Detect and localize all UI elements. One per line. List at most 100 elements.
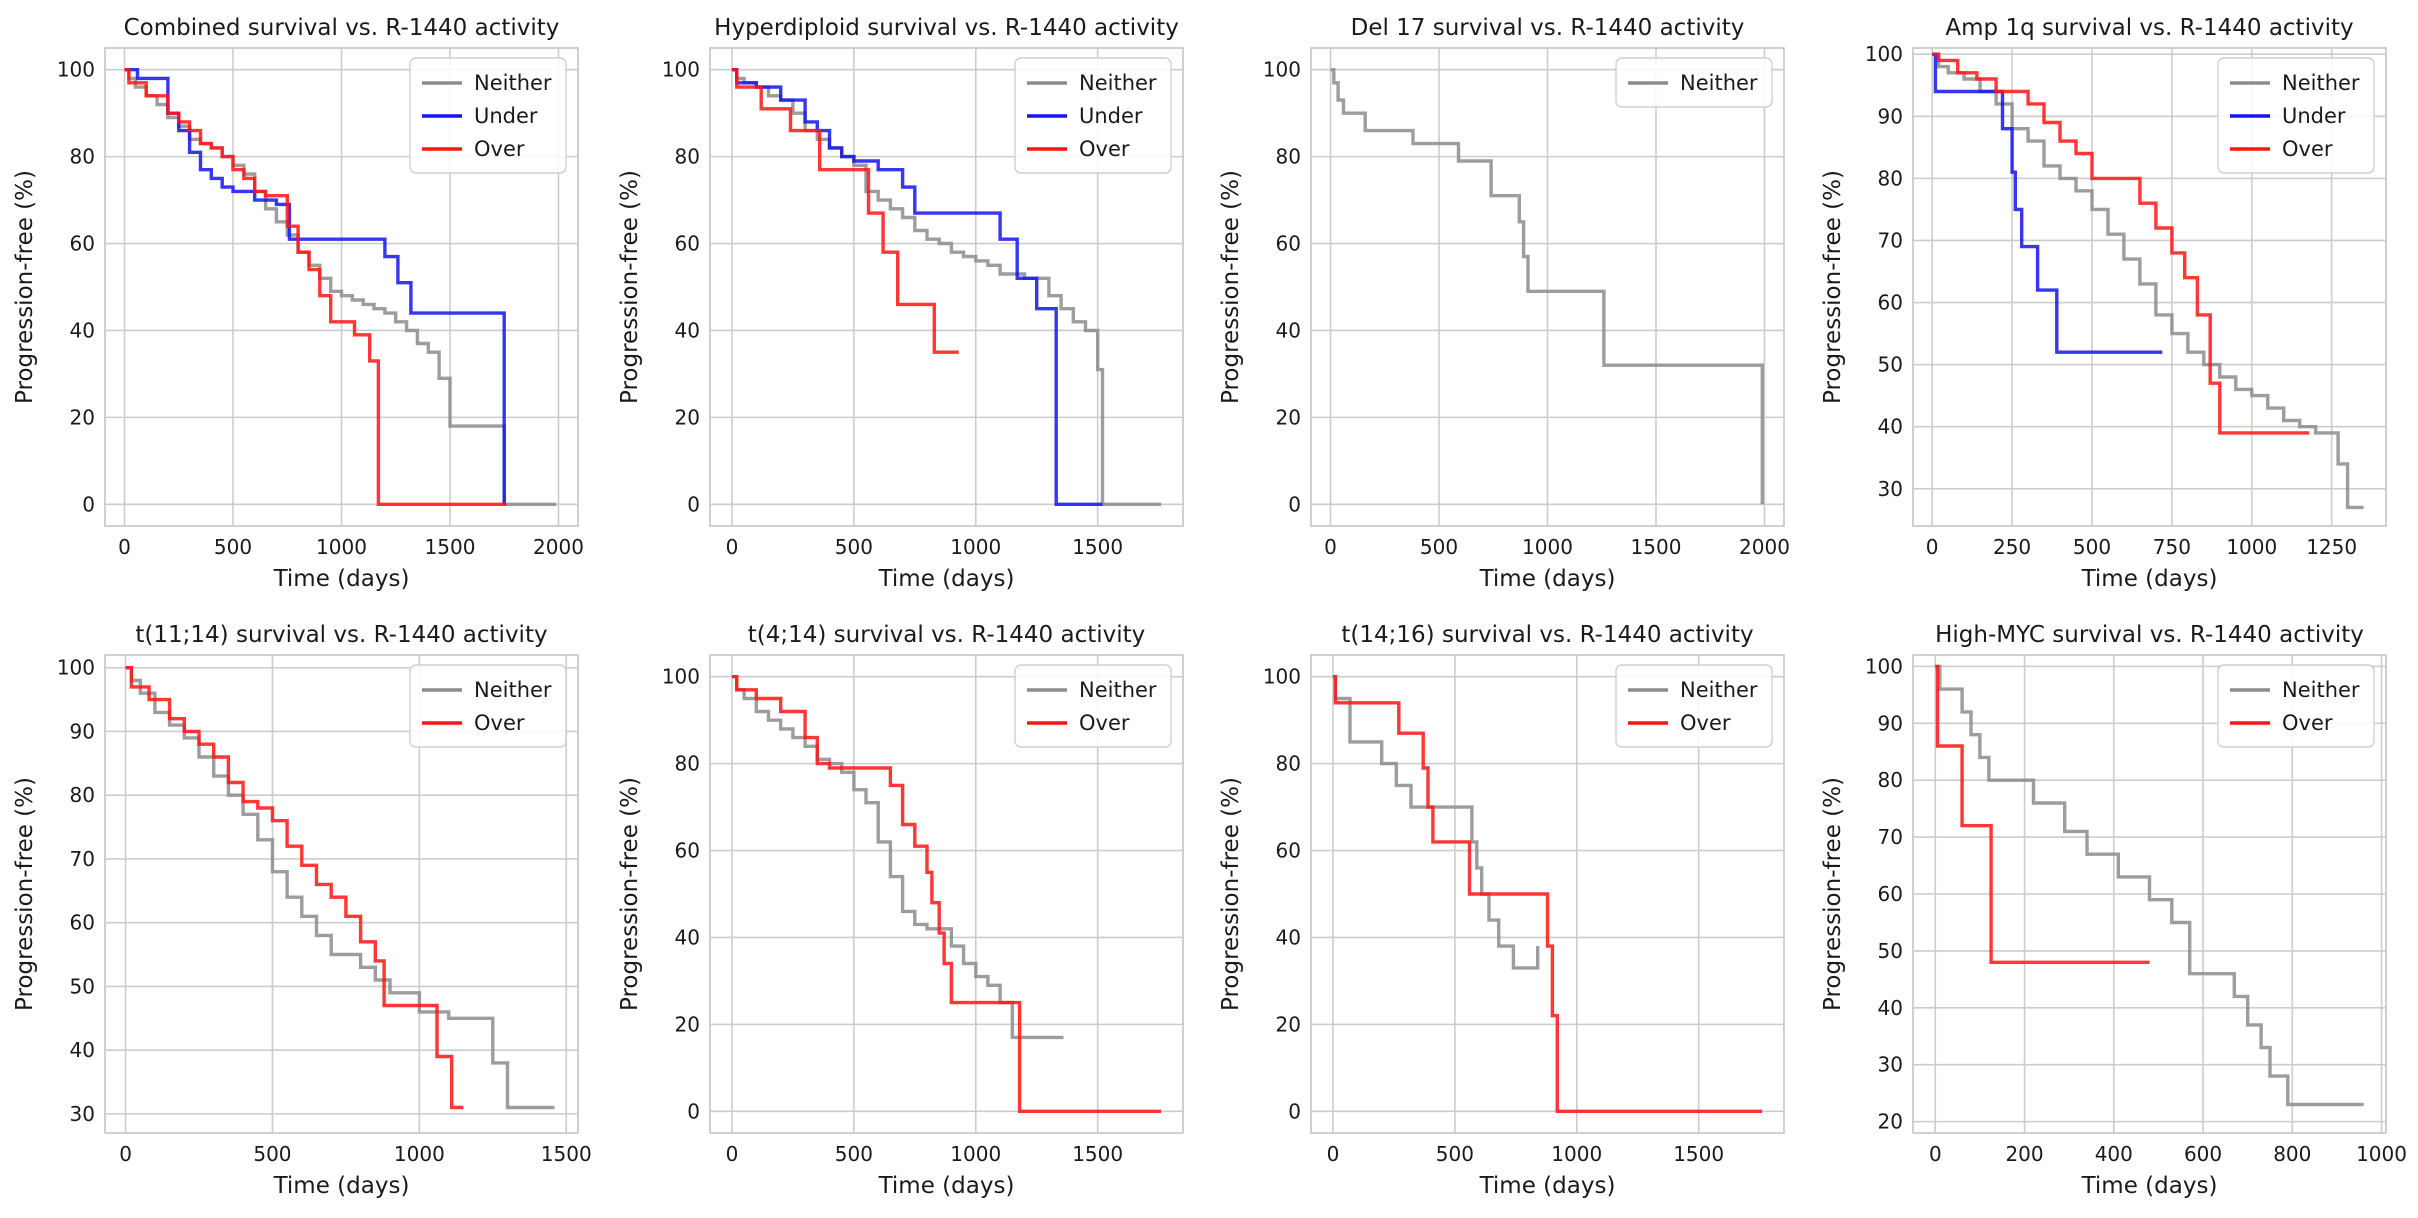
chart-title: Del 17 survival vs. R-1440 activity — [1351, 15, 1745, 41]
series-line-over — [1332, 675, 1763, 1113]
x-tick-label: 0 — [1327, 1142, 1340, 1166]
y-tick-label: 80 — [1276, 145, 1301, 169]
legend-label: Over — [1079, 137, 1130, 161]
y-tick-label: 50 — [70, 974, 95, 998]
legend: Neither Under Over — [409, 57, 567, 174]
chart-title: High-MYC survival vs. R-1440 activity — [1935, 622, 2364, 648]
x-axis-label: Time (days) — [2081, 566, 2218, 592]
series-line-neither — [1935, 664, 2364, 1107]
x-tick-label: 1000 — [1522, 535, 1573, 559]
legend-label: Over — [1079, 711, 1130, 735]
y-tick-label: 100 — [1263, 58, 1301, 82]
x-tick-label: 600 — [2184, 1142, 2222, 1166]
legend-frame — [1014, 664, 1172, 748]
series-line-over — [731, 68, 959, 354]
x-tick-label: 500 — [253, 1142, 291, 1166]
x-axis-label: Time (days) — [878, 566, 1015, 592]
x-tick-label: 2000 — [1739, 535, 1790, 559]
x-tick-label: 500 — [835, 1142, 873, 1166]
y-axis-label: Progression-free (%) — [1820, 777, 1846, 1011]
y-tick-label: 80 — [675, 145, 700, 169]
chart-title: Amp 1q survival vs. R-1440 activity — [1945, 15, 2353, 41]
y-tick-label: 100 — [57, 58, 95, 82]
x-tick-label: 500 — [1436, 1142, 1474, 1166]
legend: Neither Over — [2217, 664, 2375, 748]
y-tick-label: 100 — [662, 665, 700, 689]
x-axis-label: Time (days) — [878, 1173, 1015, 1199]
y-tick-label: 100 — [662, 58, 700, 82]
legend-frame — [1615, 664, 1773, 748]
y-tick-label: 60 — [70, 232, 95, 256]
y-tick-label: 20 — [675, 405, 700, 429]
series-line-under — [731, 68, 1103, 506]
x-tick-label: 400 — [2095, 1142, 2133, 1166]
legend: Neither Over — [1014, 664, 1172, 748]
x-axis-label: Time (days) — [2081, 1173, 2218, 1199]
y-tick-label: 0 — [1288, 492, 1301, 516]
y-tick-label: 70 — [1878, 825, 1903, 849]
y-tick-label: 20 — [1276, 1012, 1301, 1036]
y-tick-label: 60 — [70, 911, 95, 935]
y-axis-label: Progression-free (%) — [12, 170, 38, 404]
y-tick-label: 90 — [70, 719, 95, 743]
series-line-over — [731, 675, 1162, 1113]
legend-label: Neither — [2282, 678, 2360, 702]
legend-label: Neither — [1079, 71, 1157, 95]
x-tick-label: 1000 — [950, 1142, 1001, 1166]
y-tick-label: 40 — [1276, 925, 1301, 949]
legend-label: Over — [1680, 711, 1731, 735]
y-tick-label: 0 — [82, 492, 95, 516]
y-tick-label: 40 — [675, 318, 700, 342]
y-tick-label: 60 — [675, 232, 700, 256]
x-tick-label: 0 — [119, 1142, 132, 1166]
x-tick-label: 1000 — [2226, 535, 2277, 559]
legend-label: Neither — [1079, 678, 1157, 702]
legend-label: Under — [1079, 104, 1143, 128]
y-tick-label: 30 — [70, 1102, 95, 1126]
y-tick-label: 20 — [675, 1012, 700, 1036]
legend-label: Neither — [1680, 678, 1758, 702]
x-tick-label: 750 — [2153, 535, 2191, 559]
y-tick-label: 70 — [1878, 228, 1903, 252]
series-line-under — [1932, 52, 2163, 354]
legend-label: Under — [2282, 104, 2346, 128]
x-tick-label: 1500 — [1072, 535, 1123, 559]
series-line-neither — [125, 666, 555, 1110]
x-tick-label: 0 — [726, 535, 739, 559]
y-tick-label: 90 — [1878, 104, 1903, 128]
y-tick-label: 40 — [675, 925, 700, 949]
y-tick-label: 30 — [1878, 477, 1903, 501]
y-axis-label: Progression-free (%) — [1218, 170, 1244, 404]
y-axis-label: Progression-free (%) — [617, 170, 643, 404]
x-axis-label: Time (days) — [273, 566, 410, 592]
y-tick-label: 60 — [675, 839, 700, 863]
x-tick-label: 500 — [835, 535, 873, 559]
y-tick-label: 80 — [1878, 166, 1903, 190]
series-line-neither — [731, 675, 1064, 1040]
y-axis-label: Progression-free (%) — [1218, 777, 1244, 1011]
chart-title: t(14;16) survival vs. R-1440 activity — [1341, 622, 1753, 648]
y-tick-label: 0 — [687, 1099, 700, 1123]
legend-label: Over — [474, 711, 525, 735]
y-tick-label: 40 — [1878, 415, 1903, 439]
y-tick-label: 40 — [1276, 318, 1301, 342]
x-tick-label: 500 — [1420, 535, 1458, 559]
chart-title: Combined survival vs. R-1440 activity — [124, 15, 560, 41]
y-tick-label: 60 — [1878, 291, 1903, 315]
x-tick-label: 1000 — [2356, 1142, 2407, 1166]
x-tick-label: 500 — [2073, 535, 2111, 559]
legend-frame — [2217, 57, 2375, 174]
x-tick-label: 250 — [1993, 535, 2031, 559]
x-tick-label: 1500 — [1072, 1142, 1123, 1166]
x-tick-label: 0 — [118, 535, 131, 559]
legend: Neither Under Over — [2217, 57, 2375, 174]
y-tick-label: 50 — [1878, 353, 1903, 377]
x-tick-label: 1500 — [425, 535, 476, 559]
x-tick-label: 0 — [1926, 535, 1939, 559]
chart-title: Hyperdiploid survival vs. R-1440 activit… — [714, 15, 1179, 41]
